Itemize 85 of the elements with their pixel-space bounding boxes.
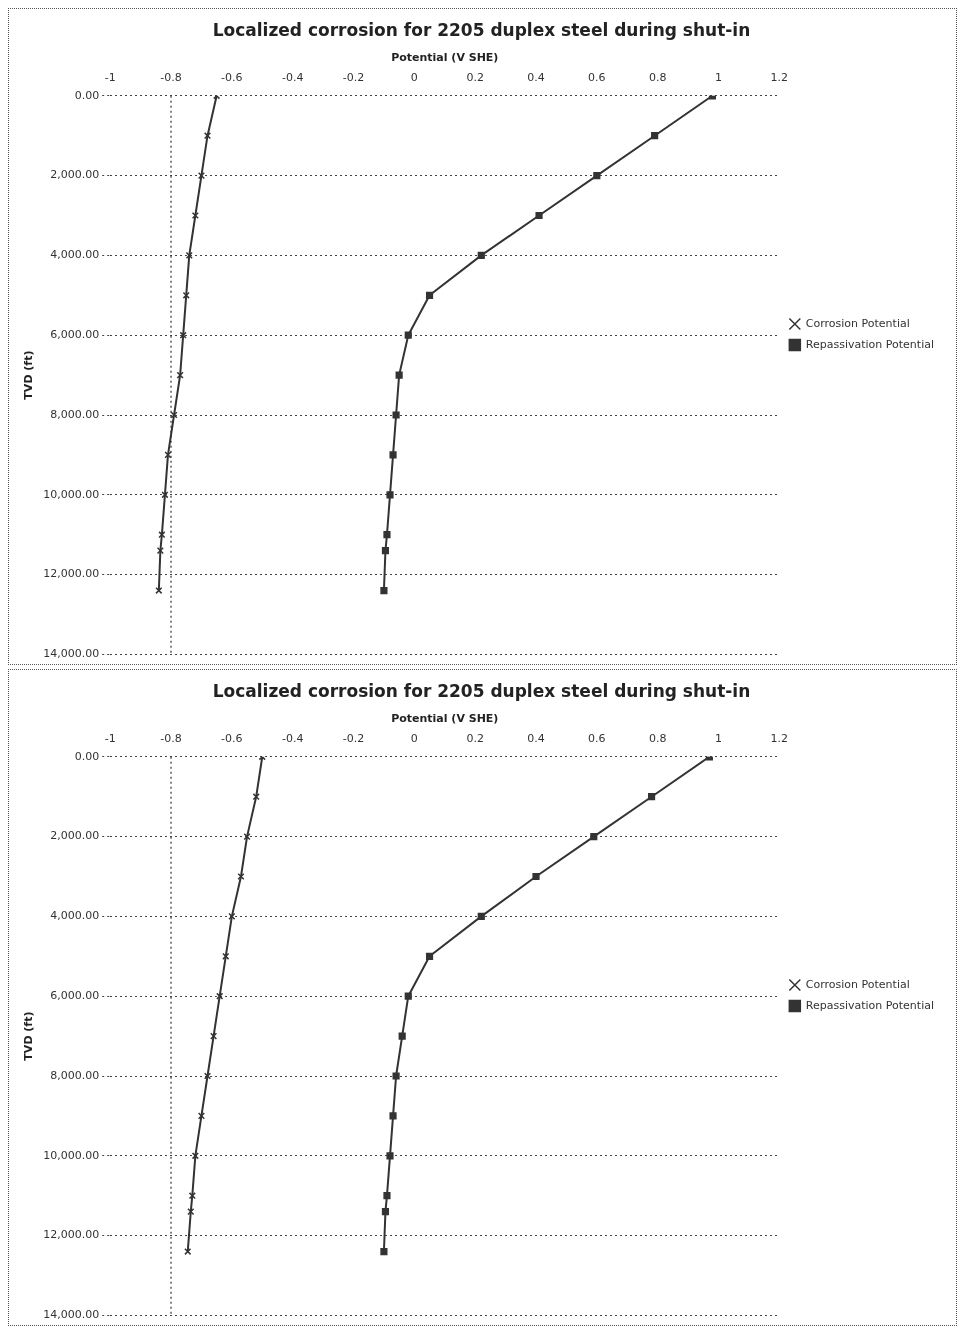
point (477, 251, 485, 259)
x-tick-label: 0.8 (648, 71, 667, 85)
x-tick-label: -0.4 (281, 71, 304, 85)
x-axis-title: Potential (V SHE) (391, 50, 499, 64)
x-tick-label: -1 (104, 71, 116, 85)
x-tick-label: -0.4 (281, 732, 304, 746)
point (425, 952, 434, 960)
x-tick-label: 0 (410, 71, 418, 85)
point (532, 872, 540, 881)
y-tick-label: 6,000.00 (50, 328, 100, 342)
x-tick-label: 0.6 (588, 732, 606, 746)
point (380, 586, 388, 595)
legend-label: Corrosion Potential (805, 977, 910, 991)
point (389, 1112, 397, 1120)
y-tick-label: 4,000.00 (50, 909, 100, 923)
point (381, 547, 390, 555)
point (590, 833, 598, 841)
point (243, 833, 251, 841)
x-tick-label: 0 (410, 732, 418, 746)
point (188, 1192, 196, 1200)
y-tick-label: 4,000.00 (50, 248, 100, 262)
point (535, 211, 543, 220)
x-tick-label: 1.2 (770, 71, 789, 85)
y-tick-label: 12,000.00 (43, 1228, 100, 1242)
point (648, 793, 656, 801)
x-tick-label: 0.8 (648, 732, 667, 746)
point (380, 1247, 388, 1256)
point (237, 872, 245, 881)
x-tick-label: 0.4 (527, 71, 545, 85)
x-tick-label: -0.6 (221, 732, 243, 746)
y-tick-label: 8,000.00 (50, 1068, 100, 1082)
y-tick-label: 10,000.00 (43, 1148, 100, 1162)
point (203, 1072, 212, 1080)
point (156, 547, 164, 555)
point (398, 1032, 406, 1040)
point (383, 531, 391, 539)
point (179, 331, 187, 339)
point (593, 172, 601, 180)
point (386, 1152, 394, 1160)
y-tick-label: 12,000.00 (43, 567, 100, 581)
point (404, 992, 412, 1000)
x-tick-label: -1 (104, 732, 116, 746)
x-tick-label: 0.2 (466, 732, 484, 746)
x-tick-label: 1 (715, 71, 722, 85)
x-tick-label: -0.6 (221, 71, 243, 85)
legend-label: Repassivation Potential (805, 998, 935, 1012)
point (425, 291, 434, 299)
point (392, 1072, 400, 1080)
x-axis-title: Potential (V SHE) (391, 711, 499, 725)
legend-label: Corrosion Potential (805, 316, 910, 330)
point (197, 172, 206, 180)
point (389, 451, 397, 459)
x-tick-label: -0.2 (342, 732, 365, 746)
x-tick-label: 0.6 (588, 71, 606, 85)
point (392, 411, 400, 419)
x-tick-label: -0.8 (160, 71, 182, 85)
y-axis-title: TVD (ft) (22, 350, 36, 400)
y-tick-label: 6,000.00 (50, 989, 100, 1003)
point (176, 371, 184, 379)
point (395, 371, 403, 379)
y-axis-title: TVD (ft) (22, 1011, 36, 1061)
point (404, 331, 412, 339)
x-tick-label: -0.8 (160, 732, 182, 746)
y-tick-label: 2,000.00 (50, 829, 100, 843)
x-tick-label: 1.2 (770, 732, 789, 746)
x-tick-label: 0.4 (527, 732, 545, 746)
x-tick-label: 0.2 (466, 71, 484, 85)
point (651, 132, 659, 140)
y-tick-label: 2,000.00 (50, 168, 100, 182)
y-tick-label: 10,000.00 (43, 487, 100, 501)
y-tick-label: 0.00 (74, 749, 100, 763)
point (381, 1208, 390, 1216)
x-tick-label: 1 (715, 732, 722, 746)
chart-title: Localized corrosion for 2205 duplex steel during shut-in (212, 680, 751, 701)
chart-title: Localized corrosion for 2205 duplex steel during shut-in (212, 19, 751, 40)
y-tick-label: 0.00 (74, 88, 100, 102)
point (477, 912, 485, 920)
point (386, 491, 394, 499)
legend-label: Repassivation Potential (805, 337, 935, 351)
point (383, 1192, 391, 1200)
y-tick-label: 8,000.00 (50, 407, 100, 421)
y-tick-label: 14,000.00 (43, 1308, 100, 1322)
point (222, 952, 230, 960)
y-tick-label: 14,000.00 (43, 647, 100, 661)
x-tick-label: -0.2 (342, 71, 365, 85)
